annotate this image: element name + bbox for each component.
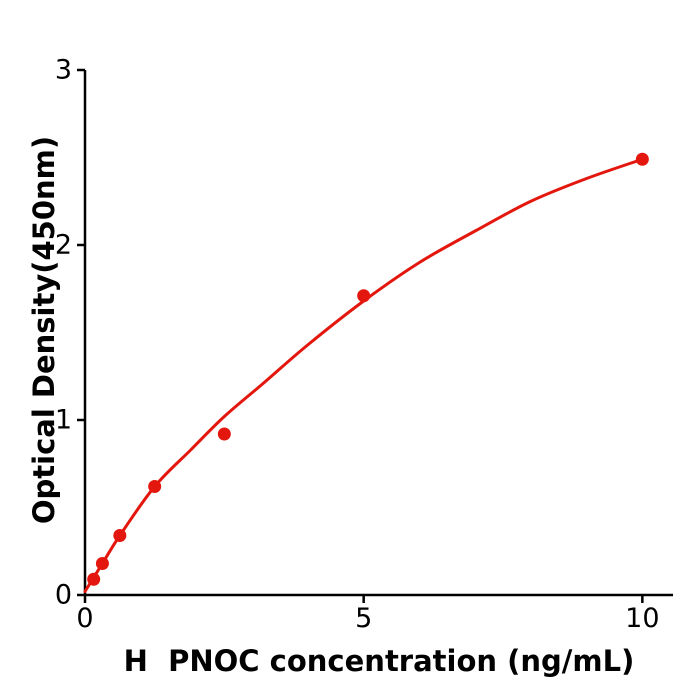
fit-curve — [83, 157, 644, 593]
x-tick-label: 5 — [355, 603, 372, 634]
y-tick-label: 2 — [55, 230, 72, 261]
x-tick-label: 0 — [76, 603, 93, 634]
data-point — [87, 572, 101, 586]
data-point — [217, 427, 231, 441]
axis-spines — [83, 70, 673, 597]
y-axis-label: Optical Density(450nm) — [27, 135, 61, 525]
x-axis-label: H PNOC concentration (ng/mL) — [123, 644, 635, 678]
data-point — [635, 152, 649, 166]
data-point — [113, 529, 127, 542]
y-tick-label: 3 — [55, 55, 72, 86]
data-point — [357, 289, 371, 303]
x-tick-label: 10 — [625, 603, 659, 634]
y-tick-label: 0 — [55, 580, 72, 611]
data-point — [95, 557, 109, 570]
y-tick-label: 1 — [55, 405, 72, 436]
data-point — [148, 480, 162, 493]
